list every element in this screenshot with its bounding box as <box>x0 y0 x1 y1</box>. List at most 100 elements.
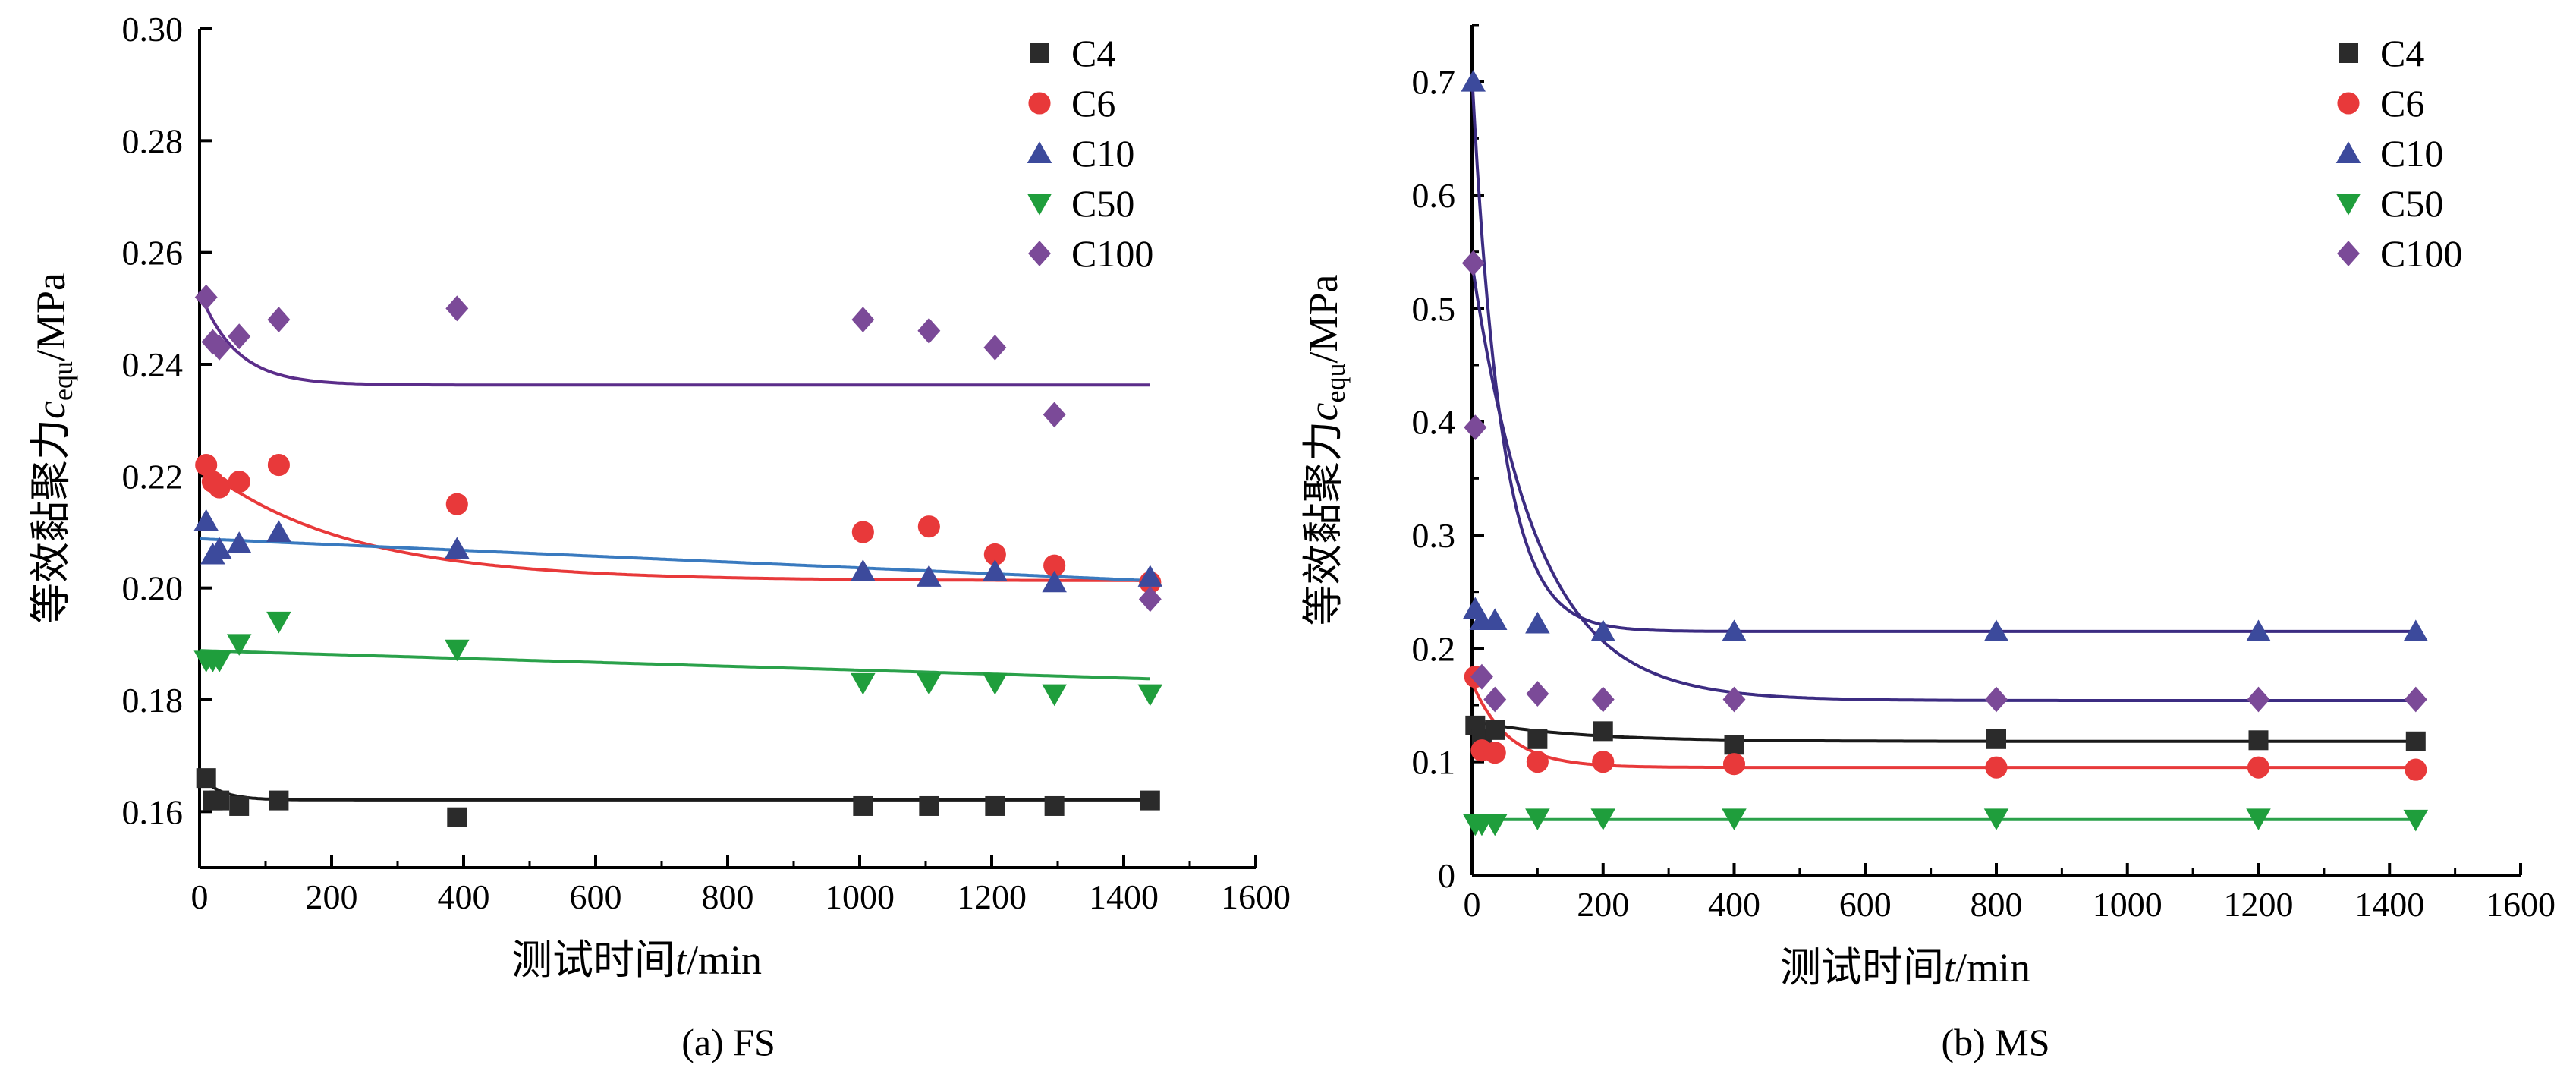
y-tick-label: 0.20 <box>122 569 184 608</box>
y-tick-label: 0.28 <box>122 121 184 160</box>
data-point-c100 <box>2404 686 2427 713</box>
data-point-c10 <box>226 531 252 553</box>
data-point-c4 <box>1527 729 1548 749</box>
y-tick-label: 0.1 <box>1412 743 1456 782</box>
data-point-c10 <box>851 559 876 581</box>
x-tick-label: 800 <box>1971 885 2023 924</box>
data-point-c6 <box>1985 756 2008 779</box>
data-point-c6 <box>267 454 290 477</box>
legend-label-c50: C50 <box>1071 182 1134 225</box>
data-point-c100 <box>1526 681 1549 707</box>
legend: C4 C6 C10 C50 C100 <box>2335 32 2462 275</box>
y-axis-title: 等效黏聚力cequ/MPa <box>27 272 78 624</box>
panel-ms: 0 200 400 600 800 1000 1200 1400 1600 0 0.1 0.2 0.3 0… <box>1299 24 2556 1063</box>
data-point-c4 <box>853 795 873 816</box>
x-axis-title: 测试时间t/min <box>511 936 762 984</box>
data-point-c4 <box>229 795 250 816</box>
legend-label-c100: C100 <box>2380 232 2462 275</box>
x-tick-label: 200 <box>1577 885 1629 924</box>
data-point-c6 <box>1043 554 1066 577</box>
y-tick-label: 0.22 <box>122 457 184 496</box>
x-tick-label: 1200 <box>957 877 1027 916</box>
data-point-c100 <box>267 307 291 332</box>
series-c6 <box>195 454 1162 594</box>
data-point-c50 <box>1983 808 2009 830</box>
legend-marker-c50 <box>2335 194 2361 216</box>
series-c100 <box>194 284 1162 613</box>
legend-marker-c6 <box>1028 92 1051 115</box>
data-point-c6 <box>445 493 468 515</box>
fit-line-c4 <box>198 773 1150 802</box>
data-point-c4 <box>1044 795 1065 816</box>
y-tick-label: 0.6 <box>1412 176 1456 215</box>
legend-marker-c4 <box>1030 43 1049 63</box>
legend-marker-c6 <box>2337 92 2360 115</box>
data-point-c50 <box>917 672 942 695</box>
data-point-c4 <box>196 768 216 789</box>
legend-label-c6: C6 <box>1071 82 1115 124</box>
data-point-c10 <box>445 537 470 559</box>
data-point-c10 <box>1482 608 1508 630</box>
data-point-c4 <box>2405 731 2426 751</box>
series-c10 <box>1461 70 2429 641</box>
fit-line-c50 <box>199 649 1150 681</box>
x-tick-label: 200 <box>306 877 358 916</box>
x-tick-label: 1000 <box>2093 885 2162 924</box>
data-point-c6 <box>917 515 940 538</box>
data-point-c50 <box>1042 684 1067 707</box>
data-point-c6 <box>1526 751 1549 773</box>
data-point-c100 <box>1591 686 1615 713</box>
data-point-c100 <box>1461 250 1485 276</box>
data-point-c10 <box>1590 619 1615 641</box>
data-point-c10 <box>2246 619 2271 641</box>
x-tick-label: 1400 <box>1089 877 1159 916</box>
data-point-c10 <box>1983 619 2009 641</box>
data-point-c100 <box>917 317 941 344</box>
data-point-c10 <box>1722 619 1747 641</box>
series-c4 <box>1465 715 2426 755</box>
fit-line-c6 <box>198 464 1150 582</box>
data-point-c100 <box>983 335 1007 361</box>
data-point-c10 <box>917 565 942 587</box>
y-tick-label: 0.16 <box>122 792 184 831</box>
legend-marker-c10 <box>2335 141 2361 163</box>
data-point-c100 <box>201 329 225 355</box>
legend-marker-c4 <box>2339 43 2358 63</box>
y-tick-label: 0.5 <box>1412 289 1456 328</box>
legend: C4 C6 C10 C50 C100 <box>1027 32 1153 275</box>
fit-line-c10 <box>1470 76 2416 633</box>
y-axis-title: 等效黏聚力cequ/MPa <box>1299 274 1351 625</box>
data-point-c4 <box>209 790 230 811</box>
data-point-c4 <box>269 790 289 811</box>
data-point-c10 <box>1042 570 1067 593</box>
y-tick-label: 0.18 <box>122 681 184 720</box>
y-tick-label: 0 <box>1438 856 1455 895</box>
data-point-c50 <box>1590 808 1615 830</box>
series-c100 <box>1461 250 2427 713</box>
data-point-c50 <box>983 672 1008 695</box>
data-point-c50 <box>1482 814 1508 836</box>
data-point-c6 <box>1483 742 1506 764</box>
y-tick-label: 0.3 <box>1412 516 1456 555</box>
x-tick-label: 800 <box>702 877 754 916</box>
data-point-c100 <box>851 307 875 332</box>
x-tick-label: 0 <box>191 877 209 916</box>
legend-label-c6: C6 <box>2380 82 2424 124</box>
legend-label-c100: C100 <box>1071 232 1153 275</box>
data-point-c100 <box>1464 414 1487 441</box>
y-tick-label: 0.30 <box>122 10 184 49</box>
y-tick-label: 0.26 <box>122 234 184 272</box>
data-point-c50 <box>206 650 232 673</box>
data-point-c100 <box>2247 686 2270 713</box>
legend-marker-c100 <box>1028 241 1051 266</box>
series-c10 <box>193 509 1163 593</box>
x-tick-label: 400 <box>1708 885 1760 924</box>
data-point-c100 <box>228 323 251 350</box>
data-point-c50 <box>2246 808 2271 830</box>
data-point-c100 <box>1722 686 1746 713</box>
data-point-c10 <box>2403 619 2429 641</box>
data-point-c100 <box>445 295 469 322</box>
data-point-c100 <box>194 284 218 310</box>
data-point-c50 <box>1722 808 1747 830</box>
data-point-c4 <box>1986 729 2006 749</box>
